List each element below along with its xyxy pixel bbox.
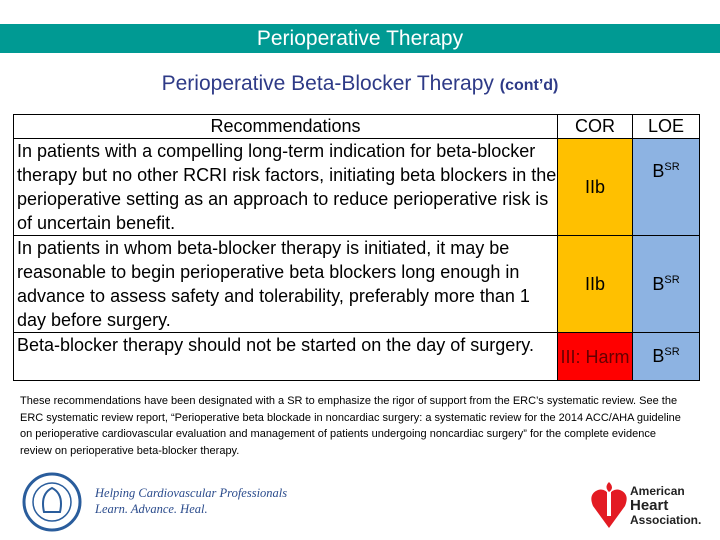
footnote: These recommendations have been designat… bbox=[20, 395, 681, 457]
aha-line-3: Association. bbox=[630, 513, 702, 527]
slide-subtitle: Perioperative Beta-Blocker Therapy (cont… bbox=[0, 72, 720, 96]
slide-title-banner: Perioperative Therapy bbox=[0, 24, 720, 53]
acc-tagline: Helping Cardiovascular Professionals Lear… bbox=[95, 485, 287, 517]
table-row: Beta-blocker therapy should not be start… bbox=[13, 332, 700, 381]
aha-line-2: Heart bbox=[630, 497, 669, 514]
subtitle-suffix: (cont’d) bbox=[499, 77, 559, 94]
loe-sup: SR bbox=[664, 161, 680, 173]
loe-sup: SR bbox=[664, 273, 680, 286]
recommendation-text: In patients in whom beta-blocker therapy… bbox=[13, 235, 558, 333]
aha-heart-torch-icon bbox=[590, 480, 628, 535]
recommendation-text: Beta-blocker therapy should not be start… bbox=[13, 332, 558, 381]
header-recommendations: Recommendations bbox=[13, 114, 558, 139]
aha-line-1: American bbox=[630, 484, 685, 498]
table-header: Recommendations COR LOE bbox=[13, 114, 700, 139]
table-row: In patients in whom beta-blocker therapy… bbox=[13, 235, 700, 333]
loe-cell: BSR bbox=[632, 332, 700, 381]
loe-cell: BSR bbox=[632, 235, 700, 333]
loe-value: B bbox=[652, 346, 665, 366]
aha-wordmark: American Heart Association. bbox=[630, 485, 701, 527]
acc-tagline-2: Learn. Advance. Heal. bbox=[95, 502, 208, 516]
header-loe: LOE bbox=[632, 114, 700, 139]
header-cor: COR bbox=[557, 114, 633, 139]
recommendation-text: In patients with a compelling long-term … bbox=[13, 138, 558, 236]
acc-logo-icon bbox=[22, 472, 82, 537]
recommendations-table: Recommendations COR LOE In patients with… bbox=[13, 114, 700, 381]
loe-cell: BSR bbox=[632, 138, 700, 236]
cor-cell: IIb bbox=[557, 235, 633, 333]
loe-value: B bbox=[652, 161, 665, 181]
loe-sup: SR bbox=[664, 346, 680, 358]
table-row: In patients with a compelling long-term … bbox=[13, 138, 700, 236]
cor-cell: III: Harm bbox=[557, 332, 633, 381]
acc-tagline-1: Helping Cardiovascular Professionals bbox=[95, 486, 288, 500]
cor-cell: IIb bbox=[557, 138, 633, 236]
subtitle-main: Perioperative Beta-Blocker Therapy bbox=[161, 72, 494, 95]
loe-value: B bbox=[652, 273, 665, 294]
